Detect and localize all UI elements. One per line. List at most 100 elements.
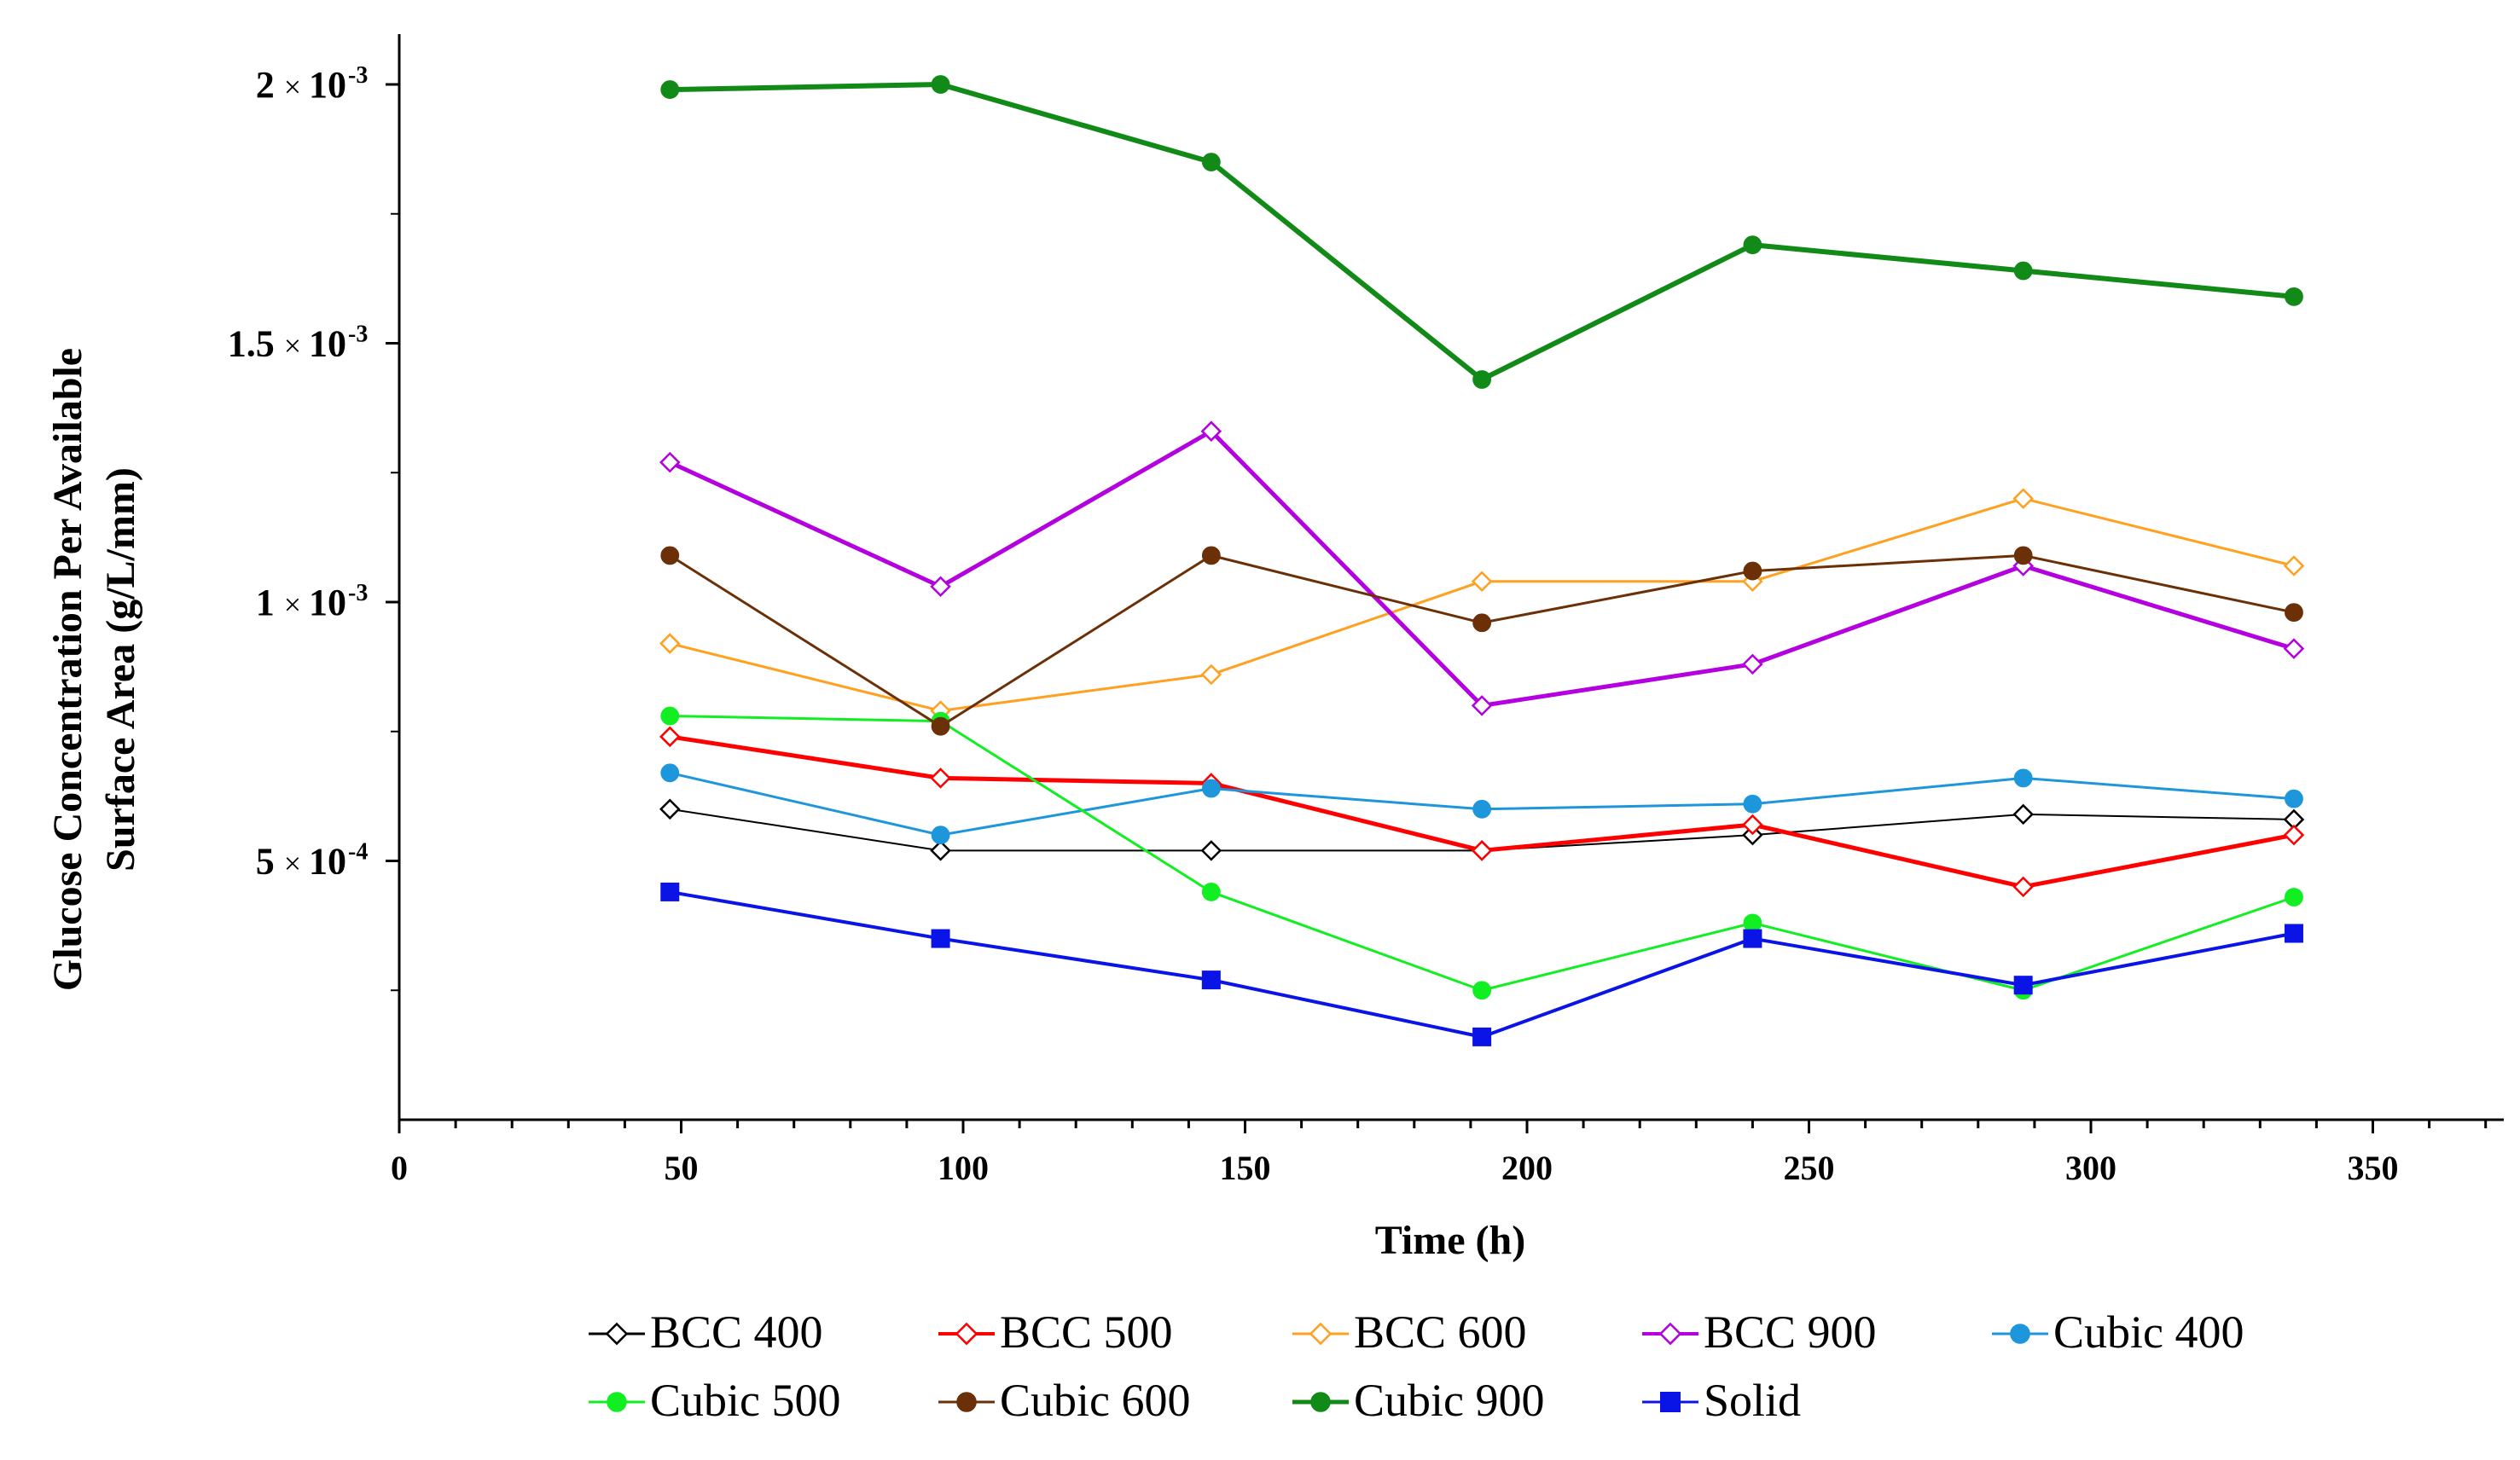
legend-label: Cubic 400 bbox=[2053, 1306, 2244, 1358]
x-tick-label: 150 bbox=[1220, 1149, 1271, 1187]
y-tick-label: 5 × 10 bbox=[256, 841, 346, 883]
legend: BCC 400 BCC 500 BCC 600 BCC 900 Cubic 400 Cub… bbox=[589, 1306, 2244, 1426]
data-point bbox=[660, 763, 680, 783]
data-point bbox=[930, 576, 951, 598]
series-cubic-400 bbox=[660, 763, 2303, 845]
data-point bbox=[1471, 840, 1493, 861]
x-tick-label: 250 bbox=[1784, 1149, 1835, 1187]
legend-label: Cubic 900 bbox=[1354, 1375, 1545, 1426]
data-point bbox=[2012, 803, 2034, 826]
data-point bbox=[2285, 287, 2303, 306]
legend-label: BCC 600 bbox=[1354, 1306, 1527, 1358]
series-line bbox=[670, 82, 2295, 382]
data-point bbox=[2013, 546, 2033, 565]
y-tick-label: 1 × 10 bbox=[256, 582, 346, 623]
data-point bbox=[930, 840, 951, 861]
series-bcc-900 bbox=[659, 420, 2305, 716]
y-tick-exponent: -3 bbox=[348, 322, 368, 348]
legend-swatch-marker bbox=[1660, 1392, 1681, 1412]
legend-item: BCC 500 bbox=[938, 1306, 1173, 1358]
series-cubic-900 bbox=[660, 75, 2303, 389]
data-point bbox=[659, 633, 681, 654]
y-axis-title-line1: Glucose Concentration Per Available bbox=[45, 348, 90, 991]
data-point bbox=[930, 768, 951, 789]
x-tick-label: 50 bbox=[665, 1149, 699, 1187]
x-tick-label: 300 bbox=[2065, 1149, 2116, 1187]
x-tick-label: 100 bbox=[938, 1149, 989, 1187]
data-point bbox=[659, 451, 681, 473]
series-bcc-600 bbox=[659, 488, 2305, 721]
data-point bbox=[1472, 370, 1492, 389]
data-point bbox=[1472, 613, 1492, 633]
data-point bbox=[1472, 1027, 1492, 1046]
series-line bbox=[669, 889, 2295, 1039]
y-tick-exponent: -3 bbox=[348, 62, 368, 89]
data-point bbox=[1743, 794, 1762, 814]
data-point bbox=[1743, 561, 1762, 581]
data-point bbox=[1471, 695, 1493, 716]
data-point bbox=[1742, 814, 1763, 836]
y-tick-label: 1.5 × 10 bbox=[228, 323, 346, 365]
legend-swatch-marker bbox=[956, 1392, 977, 1412]
data-point bbox=[2284, 924, 2303, 943]
data-point bbox=[2013, 976, 2033, 995]
data-point bbox=[2012, 876, 2034, 898]
data-point bbox=[1742, 653, 1763, 675]
series-solid bbox=[660, 882, 2303, 1046]
data-point bbox=[1472, 981, 1492, 1000]
legend-label: BCC 400 bbox=[650, 1306, 823, 1358]
series-line bbox=[669, 429, 2295, 708]
series-cubic-600 bbox=[660, 546, 2303, 736]
data-point bbox=[1743, 913, 1762, 933]
data-point bbox=[2285, 603, 2303, 623]
legend-item: Cubic 900 bbox=[1292, 1375, 1545, 1426]
data-point bbox=[1471, 571, 1493, 592]
data-point bbox=[2285, 789, 2303, 808]
y-axis-title-line2: Surface Area (g/L/mm) bbox=[98, 467, 143, 872]
data-point bbox=[1743, 929, 1762, 948]
data-point bbox=[1743, 235, 1762, 255]
data-point bbox=[660, 882, 680, 901]
legend-label: Solid bbox=[1704, 1375, 1801, 1426]
legend-label: BCC 500 bbox=[1000, 1306, 1173, 1358]
data-point bbox=[660, 80, 680, 99]
legend-item: BCC 600 bbox=[1292, 1306, 1527, 1358]
data-point bbox=[660, 546, 680, 565]
data-point bbox=[931, 75, 950, 94]
x-tick-label: 200 bbox=[1501, 1149, 1553, 1187]
legend-swatch-marker bbox=[607, 1392, 627, 1412]
data-point bbox=[931, 929, 950, 948]
legend-item: Solid bbox=[1642, 1375, 1801, 1426]
data-point bbox=[1200, 840, 1222, 861]
y-tick-exponent: -3 bbox=[348, 580, 368, 606]
data-point bbox=[1201, 546, 1221, 565]
data-point bbox=[2285, 888, 2303, 907]
data-point bbox=[2283, 638, 2305, 659]
series-layer bbox=[659, 75, 2305, 1046]
data-point bbox=[1201, 970, 1221, 990]
legend-item: BCC 400 bbox=[589, 1306, 823, 1358]
legend-swatch-marker bbox=[955, 1322, 978, 1346]
legend-item: BCC 900 bbox=[1642, 1306, 1877, 1358]
data-point bbox=[2013, 261, 2033, 281]
data-point bbox=[1200, 420, 1222, 442]
data-point bbox=[1201, 883, 1221, 901]
legend-item: Cubic 500 bbox=[589, 1375, 841, 1426]
data-point bbox=[2013, 768, 2033, 788]
data-point bbox=[1201, 153, 1221, 171]
series-line bbox=[669, 497, 2295, 712]
legend-swatch-marker bbox=[1310, 1392, 1331, 1412]
legend-label: Cubic 500 bbox=[650, 1375, 841, 1426]
data-point bbox=[2283, 555, 2305, 576]
legend-label: BCC 900 bbox=[1704, 1306, 1877, 1358]
legend-item: Cubic 400 bbox=[1992, 1306, 2244, 1358]
y-tick-exponent: -4 bbox=[348, 839, 368, 866]
y-tick-label: 2 × 10 bbox=[256, 64, 346, 106]
data-point bbox=[931, 716, 950, 736]
data-point bbox=[659, 798, 681, 820]
x-tick-label: 350 bbox=[2348, 1149, 2399, 1187]
x-tick-label: 0 bbox=[391, 1149, 408, 1187]
y-axis-title-group: Glucose Concentration Per Available Surf… bbox=[45, 348, 143, 991]
